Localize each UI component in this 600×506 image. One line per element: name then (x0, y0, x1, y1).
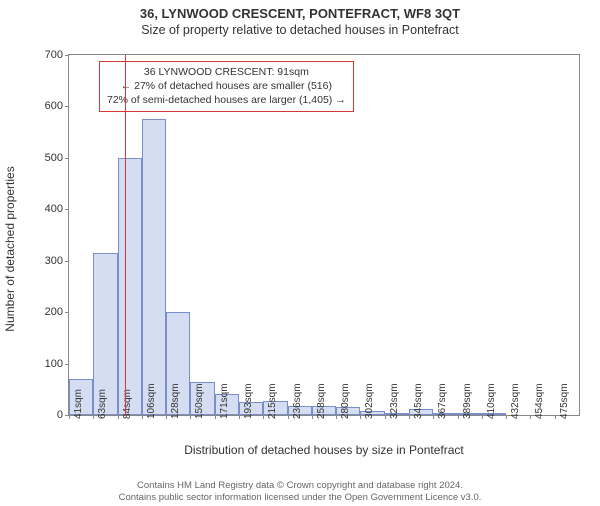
y-tick-label: 600 (45, 100, 63, 112)
x-tick-mark (433, 415, 434, 419)
y-tick-label: 300 (45, 255, 63, 267)
histogram-chart: Number of detached properties 36 LYNWOOD… (50, 54, 580, 444)
y-tick-mark (65, 209, 69, 210)
legend-line: 72% of semi-detached houses are larger (… (107, 93, 346, 107)
x-tick-mark (385, 415, 386, 419)
x-tick-label: 410sqm (486, 383, 497, 419)
y-tick-label: 0 (57, 409, 63, 421)
reference-line (125, 55, 126, 415)
x-tick-label: 215sqm (267, 383, 278, 419)
x-tick-mark (93, 415, 94, 419)
x-tick-label: 84sqm (122, 389, 133, 419)
x-tick-mark (239, 415, 240, 419)
plot-area: 36 LYNWOOD CRESCENT: 91sqm← 27% of detac… (68, 54, 580, 416)
x-tick-label: 432sqm (510, 383, 521, 419)
x-tick-label: 475sqm (559, 383, 570, 419)
y-tick-mark (65, 158, 69, 159)
x-tick-label: 389sqm (462, 383, 473, 419)
footnote-line-1: Contains HM Land Registry data © Crown c… (0, 480, 600, 492)
histogram-bar (118, 158, 142, 415)
x-tick-mark (118, 415, 119, 419)
x-tick-mark (336, 415, 337, 419)
x-tick-label: 41sqm (73, 389, 84, 419)
x-tick-label: 280sqm (340, 383, 351, 419)
y-tick-mark (65, 106, 69, 107)
y-tick-label: 700 (45, 49, 63, 61)
x-tick-mark (555, 415, 556, 419)
x-tick-mark (312, 415, 313, 419)
x-tick-mark (482, 415, 483, 419)
x-tick-label: 171sqm (219, 383, 230, 419)
x-axis-label: Distribution of detached houses by size … (184, 443, 464, 457)
histogram-bar (142, 119, 166, 415)
y-tick-label: 400 (45, 203, 63, 215)
x-tick-label: 150sqm (194, 383, 205, 419)
x-tick-label: 302sqm (364, 383, 375, 419)
y-tick-mark (65, 312, 69, 313)
x-tick-label: 128sqm (170, 383, 181, 419)
x-tick-mark (360, 415, 361, 419)
x-tick-mark (458, 415, 459, 419)
chart-legend: 36 LYNWOOD CRESCENT: 91sqm← 27% of detac… (99, 61, 354, 112)
x-tick-mark (190, 415, 191, 419)
x-tick-label: 454sqm (534, 383, 545, 419)
legend-line: ← 27% of detached houses are smaller (51… (107, 79, 346, 93)
x-tick-mark (530, 415, 531, 419)
y-tick-mark (65, 261, 69, 262)
y-axis-label: Number of detached properties (3, 166, 17, 331)
x-tick-label: 323sqm (389, 383, 400, 419)
x-tick-label: 236sqm (292, 383, 303, 419)
x-tick-mark (288, 415, 289, 419)
x-tick-label: 106sqm (146, 383, 157, 419)
footnote: Contains HM Land Registry data © Crown c… (0, 480, 600, 504)
legend-line: 36 LYNWOOD CRESCENT: 91sqm (107, 65, 346, 79)
x-tick-mark (142, 415, 143, 419)
x-tick-label: 367sqm (437, 383, 448, 419)
y-tick-mark (65, 55, 69, 56)
x-tick-mark (215, 415, 216, 419)
x-tick-mark (409, 415, 410, 419)
x-tick-label: 193sqm (243, 383, 254, 419)
x-tick-label: 258sqm (316, 383, 327, 419)
y-tick-label: 500 (45, 152, 63, 164)
y-tick-label: 200 (45, 306, 63, 318)
page-subtitle: Size of property relative to detached ho… (0, 23, 600, 37)
page-title: 36, LYNWOOD CRESCENT, PONTEFRACT, WF8 3Q… (0, 6, 600, 21)
footnote-line-2: Contains public sector information licen… (0, 492, 600, 504)
x-tick-label: 63sqm (97, 389, 108, 419)
x-tick-mark (506, 415, 507, 419)
y-tick-label: 100 (45, 358, 63, 370)
x-tick-label: 345sqm (413, 383, 424, 419)
y-tick-mark (65, 364, 69, 365)
x-tick-mark (69, 415, 70, 419)
x-tick-mark (263, 415, 264, 419)
x-tick-mark (166, 415, 167, 419)
